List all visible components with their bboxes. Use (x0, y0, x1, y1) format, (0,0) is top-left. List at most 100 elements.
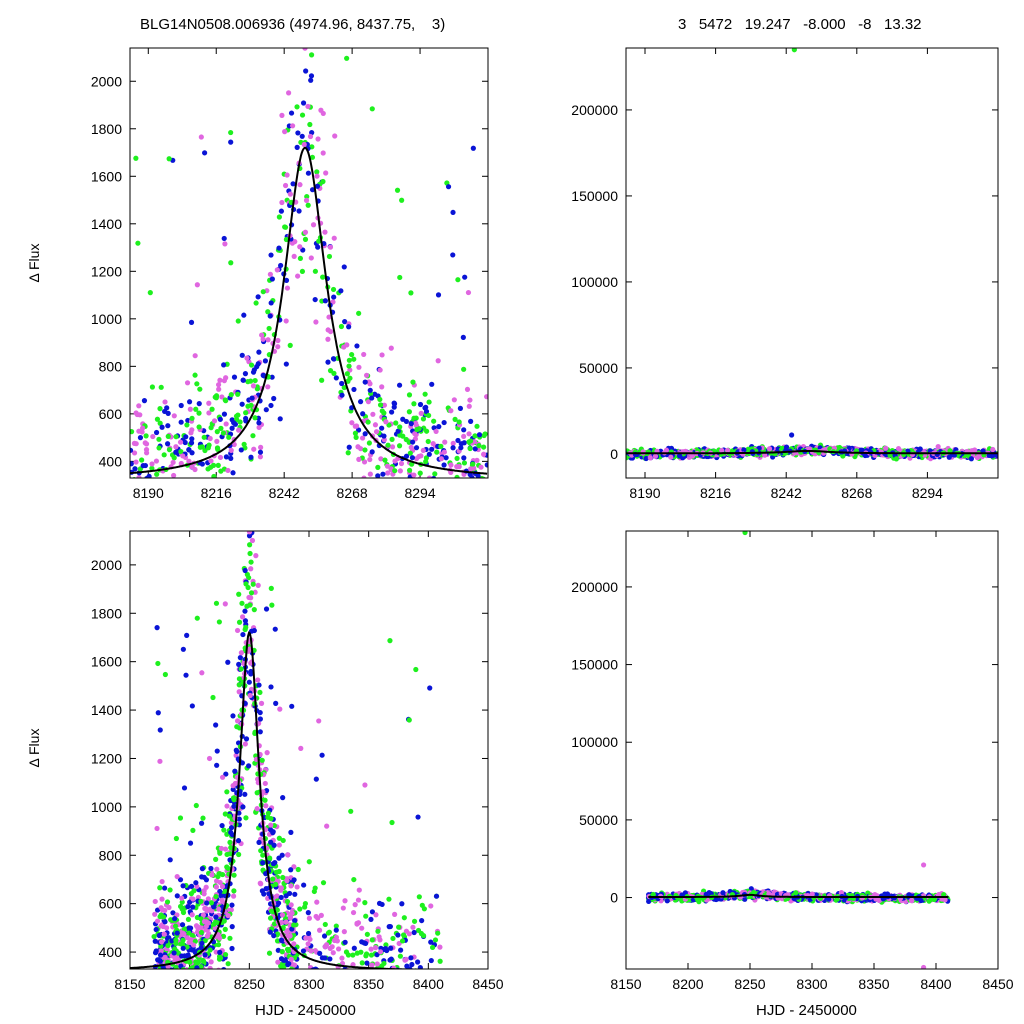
data-point-green (349, 351, 355, 358)
model-curve (648, 893, 949, 898)
data-point-blue (269, 374, 275, 380)
data-point-magenta (766, 446, 773, 452)
data-point-green (165, 433, 171, 439)
data-point-green (173, 937, 179, 943)
data-point-green (248, 362, 255, 368)
data-point-magenta (338, 993, 343, 998)
data-point-magenta (410, 924, 416, 930)
data-point-magenta (316, 996, 321, 1001)
data-point-green (406, 392, 413, 398)
data-point-green (469, 489, 474, 494)
data-point-blue (422, 478, 427, 483)
data-point-green (474, 423, 480, 429)
y-tick-label: 150000 (571, 188, 618, 204)
data-point-green (389, 436, 395, 442)
data-point-green (165, 996, 170, 1001)
data-point-magenta (274, 985, 279, 990)
data-point-blue (221, 362, 227, 368)
data-point-blue (918, 897, 924, 904)
data-point-blue (384, 974, 389, 979)
data-point-green (172, 946, 178, 952)
data-point-blue (276, 245, 282, 251)
x-tick-label: 8294 (404, 485, 435, 501)
data-point-green (346, 363, 352, 369)
data-point-blue (153, 429, 160, 436)
data-point-blue (229, 945, 235, 952)
data-point-magenta (391, 479, 396, 484)
data-point-magenta (382, 1003, 387, 1008)
data-point-green (392, 468, 398, 474)
y-tick-label: 800 (99, 847, 123, 863)
data-point-magenta (285, 852, 291, 858)
data-point-magenta (424, 994, 429, 999)
data-point-green (147, 290, 153, 296)
data-point-blue (364, 960, 370, 966)
data-point-green (214, 445, 221, 451)
data-point-green (241, 441, 247, 447)
data-point-blue (314, 183, 321, 189)
data-point-magenta (230, 893, 237, 899)
data-point-green (363, 951, 370, 957)
data-point-blue (199, 866, 206, 872)
data-point-magenta (461, 433, 467, 440)
data-point-blue (187, 899, 193, 905)
data-point-magenta (478, 464, 484, 470)
data-point-magenta (157, 972, 162, 977)
x-tick-label: 8190 (629, 485, 660, 501)
data-point-green (173, 835, 179, 842)
data-point-green (426, 412, 432, 419)
data-point-blue (243, 415, 249, 422)
data-point-magenta (443, 490, 448, 495)
data-point-green (198, 898, 204, 904)
data-point-green (270, 876, 276, 882)
data-point-green (206, 979, 211, 984)
data-point-magenta (131, 509, 136, 514)
data-point-magenta (460, 494, 465, 499)
data-point-green (201, 434, 207, 440)
y-tick-label: 200000 (571, 102, 618, 118)
y-tick-label: 1600 (91, 168, 122, 184)
data-point-blue (437, 970, 442, 975)
data-point-blue (462, 274, 468, 280)
y-tick-label: 400 (99, 944, 123, 960)
data-point-blue (450, 209, 456, 216)
data-point-green (158, 384, 164, 390)
data-point-blue (385, 980, 390, 985)
data-point-magenta (178, 460, 184, 467)
data-point-blue (130, 461, 134, 467)
data-point-blue (187, 925, 194, 931)
data-point-blue (168, 973, 173, 978)
data-point-green (383, 942, 389, 948)
data-point-blue (267, 929, 273, 935)
data-point-magenta (206, 755, 213, 762)
data-point-magenta (647, 455, 653, 461)
data-point-green (209, 406, 215, 412)
data-point-blue (408, 421, 414, 427)
data-point-green (213, 600, 220, 606)
data-point-magenta (361, 351, 367, 358)
data-point-green (410, 379, 416, 385)
data-point-green (432, 471, 438, 477)
data-point-green (139, 457, 145, 463)
data-point-blue (405, 1002, 410, 1007)
data-point-green (197, 386, 203, 392)
data-point-blue (202, 952, 208, 958)
data-point-green (143, 433, 149, 439)
data-point-green (345, 952, 352, 958)
data-point-green (178, 449, 184, 455)
data-point-green (468, 500, 473, 505)
data-point-blue (283, 893, 289, 899)
data-point-magenta (429, 509, 434, 514)
data-point-magenta (191, 512, 196, 517)
data-point-green (279, 961, 285, 967)
data-point-blue (713, 896, 719, 903)
data-point-blue (275, 900, 282, 906)
data-point-magenta (289, 910, 295, 916)
data-point-green (197, 444, 203, 450)
data-point-green (194, 381, 200, 387)
data-point-magenta (436, 500, 441, 505)
data-point-blue (383, 968, 385, 969)
data-point-magenta (255, 677, 261, 683)
data-point-blue (415, 959, 421, 965)
y-tick-label: 1800 (91, 605, 122, 621)
